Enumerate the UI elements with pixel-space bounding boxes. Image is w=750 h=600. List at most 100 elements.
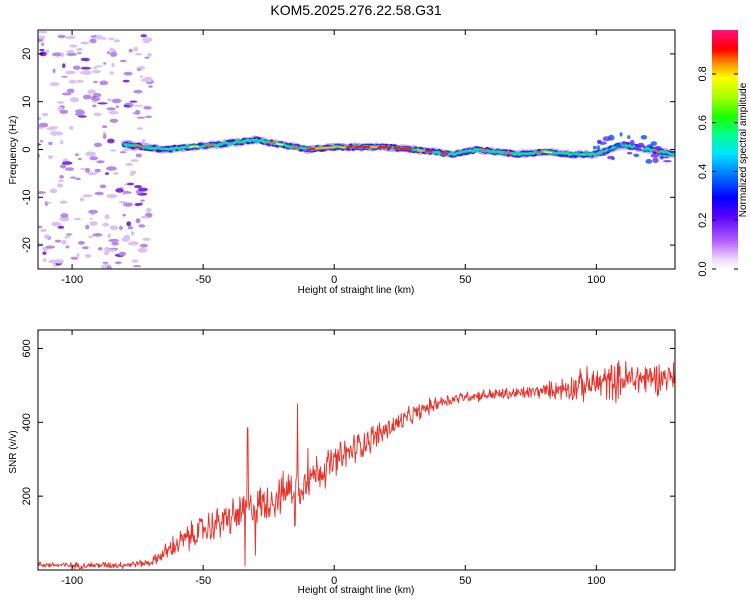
noise-blob: [122, 236, 127, 241]
noise-blob: [69, 125, 74, 130]
noise-blob: [94, 168, 101, 173]
noise-blob: [107, 98, 112, 102]
noise-blob: [133, 89, 143, 94]
noise-blob: [78, 241, 85, 245]
noise-blob: [131, 259, 139, 263]
ridge-blob: [650, 141, 658, 146]
noise-blob: [88, 235, 94, 238]
noise-blob: [38, 143, 42, 146]
noise-blob: [76, 47, 83, 52]
noise-blob: [128, 48, 133, 53]
noise-blob: [67, 235, 71, 238]
noise-blob: [101, 82, 108, 85]
ridge-blob: [640, 135, 648, 140]
noise-blob: [94, 191, 104, 196]
noise-blob: [106, 194, 118, 199]
noise-blob: [118, 201, 127, 204]
noise-blob: [97, 102, 108, 105]
y-tick-label: 400: [21, 413, 33, 431]
noise-blob: [59, 175, 64, 179]
noise-blob: [107, 138, 115, 144]
noise-blob: [141, 139, 146, 143]
noise-blob: [79, 168, 87, 171]
noise-blob: [57, 107, 64, 111]
noise-blob: [134, 109, 141, 115]
x-tick-label: 100: [587, 274, 605, 286]
ridge-blob: [645, 159, 653, 164]
noise-blob: [135, 153, 142, 158]
noise-blob: [38, 225, 43, 229]
noise-blob: [79, 197, 85, 202]
ridge-core-segment: [189, 145, 200, 148]
noise-blob: [73, 217, 82, 221]
noise-blob: [93, 142, 103, 147]
noise-blob: [82, 94, 92, 100]
ridge-core-segment: [440, 151, 449, 155]
ridge-core-segment: [417, 149, 424, 152]
snr-ylabel: SNR (v/v): [8, 430, 19, 473]
noise-blob: [38, 35, 46, 39]
colorbar-ticks: 0.0 0.2 0.4 0.6 0.8: [697, 66, 738, 277]
noise-blob: [145, 115, 153, 119]
noise-blob: [57, 183, 63, 188]
y-tick-label: -20: [21, 237, 33, 253]
noise-blob: [38, 116, 42, 121]
noise-blob: [85, 151, 96, 157]
noise-blob: [48, 155, 53, 160]
noise-blob: [61, 92, 72, 96]
noise-blob: [103, 62, 107, 65]
noise-blob: [125, 163, 134, 166]
noise-blob: [52, 52, 63, 57]
noise-blob: [65, 70, 76, 75]
noise-blob: [41, 112, 49, 117]
noise-blob: [92, 104, 97, 108]
noise-blob: [68, 79, 77, 84]
noise-blob: [104, 250, 110, 256]
noise-blob: [80, 57, 90, 62]
noise-blob: [48, 141, 53, 146]
ridge-core-segment: [503, 151, 513, 155]
noise-blob: [98, 247, 103, 251]
noise-blob: [65, 245, 70, 249]
ridge-blob: [592, 145, 597, 150]
noise-blob: [140, 34, 147, 38]
noise-blob: [59, 109, 69, 114]
noise-blob: [129, 100, 138, 103]
noise-blob: [123, 202, 133, 207]
x-tick-label: 0: [331, 575, 337, 587]
ridge-core-segment: [275, 143, 284, 146]
noise-blob: [145, 79, 152, 83]
noise-blob: [143, 106, 152, 110]
noise-blob: [85, 167, 90, 173]
noise-blob: [109, 118, 119, 123]
noise-blob: [133, 104, 144, 107]
y-tick-label: 200: [21, 487, 33, 505]
ridge-core-segment: [543, 151, 553, 154]
noise-blob: [140, 199, 145, 202]
noise-blob: [122, 190, 130, 194]
noise-blob: [65, 35, 76, 40]
noise-blob: [96, 160, 105, 164]
x-tick-label: 50: [459, 575, 471, 587]
noise-blob: [126, 182, 135, 186]
snr-panel: -100 -50 0 50 100 200 400 600 Height of straigh…: [8, 329, 676, 596]
noise-blob: [50, 130, 59, 136]
ridge-blob: [660, 156, 670, 159]
noise-blob: [147, 52, 152, 58]
ridge-blob: [602, 152, 607, 156]
noise-blob: [61, 75, 68, 78]
noise-blob: [136, 127, 143, 130]
noise-blob: [67, 88, 75, 94]
noise-blob: [42, 251, 47, 255]
noise-blob: [148, 85, 153, 88]
noise-blob: [62, 63, 66, 69]
noise-blob: [106, 249, 117, 252]
noise-blob: [115, 188, 124, 193]
y-tick-label: 10: [21, 96, 33, 108]
noise-blob: [122, 148, 130, 151]
noise-blob: [102, 222, 110, 227]
noise-blob: [109, 225, 119, 230]
noise-blob: [69, 97, 80, 103]
